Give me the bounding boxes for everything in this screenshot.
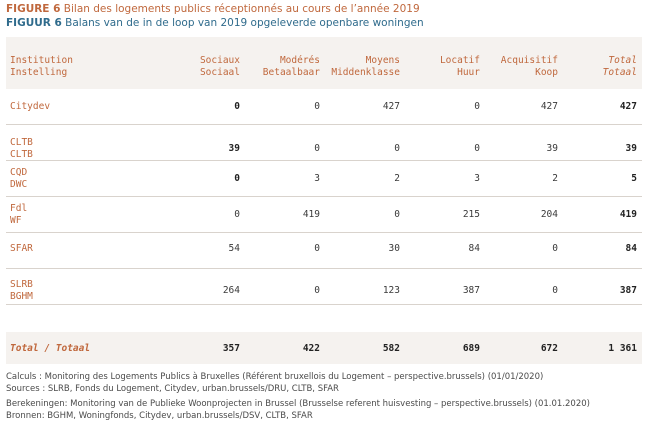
table-cell: 0 <box>474 101 480 112</box>
table-cell: 264 <box>222 285 240 296</box>
column-header-nl: Betaalbaar <box>262 67 320 78</box>
institution-cell: Citydev <box>10 101 50 113</box>
table-cell: 0 <box>474 143 480 154</box>
table-cell: 84 <box>468 243 480 254</box>
row-divider <box>6 268 642 269</box>
column-header-nl: Instelling <box>10 67 68 78</box>
figure-label-nl: FIGUUR 6 <box>6 17 62 29</box>
table-cell: 0 <box>552 243 558 254</box>
total-cell: 422 <box>302 343 320 354</box>
total-cell: 357 <box>222 343 240 354</box>
column-header-fr: Total <box>608 55 637 66</box>
table-cell: 0 <box>234 209 240 220</box>
table-cell: 0 <box>234 101 240 112</box>
table-cell: 2 <box>552 173 558 184</box>
column-header: Moyens Middenklasse <box>300 55 400 79</box>
table-cell: 0 <box>314 101 320 112</box>
table-cell: 427 <box>619 101 637 112</box>
total-label: Total / Totaal <box>10 343 91 354</box>
institution-name: CQD <box>10 167 28 178</box>
table-header-band <box>6 37 642 89</box>
institution-name: Citydev <box>10 101 51 112</box>
row-divider <box>6 124 642 125</box>
institution-name: CLTB <box>10 137 33 148</box>
table-cell: 3 <box>474 173 480 184</box>
row-divider <box>6 160 642 161</box>
footer-sources-nl: Bronnen: BGHM, Woningfonds, Citydev, urb… <box>6 411 313 421</box>
table-cell: 427 <box>382 101 400 112</box>
table-cell: 39 <box>625 143 637 154</box>
table-cell: 427 <box>540 101 558 112</box>
footer-calc-fr: Calculs : Monitoring des Logements Publi… <box>6 372 544 382</box>
column-header-fr: Acquisitif <box>500 55 558 66</box>
total-cell: 1 361 <box>608 343 637 354</box>
table-cell: 2 <box>394 173 400 184</box>
institution-name-alt: CLTB <box>10 149 33 160</box>
institution-cell: SLRB BGHM <box>10 279 33 303</box>
figure-label-fr: FIGURE 6 <box>6 3 61 15</box>
column-header-nl: Totaal <box>602 67 637 78</box>
column-header: Total Totaal <box>537 55 637 79</box>
table-total-band <box>6 332 642 364</box>
figure-title-fr-text: Bilan des logements publics réceptionnés… <box>63 3 420 15</box>
total-cell: 689 <box>462 343 480 354</box>
table-cell: 0 <box>394 143 400 154</box>
footer-sources-fr: Sources : SLRB, Fonds du Logement, Cityd… <box>6 384 339 394</box>
table-cell: 215 <box>462 209 480 220</box>
total-cell: 582 <box>382 343 400 354</box>
column-header-fr: Sociaux <box>199 55 240 66</box>
institution-name: SFAR <box>10 243 33 254</box>
column-header-fr: Modérés <box>279 55 320 66</box>
column-header: Modérés Betaalbaar <box>220 55 320 79</box>
institution-name: SLRB <box>10 279 33 290</box>
table-cell: 0 <box>314 285 320 296</box>
institution-name-alt: BGHM <box>10 291 33 302</box>
row-divider <box>6 232 642 233</box>
column-header-nl: Middenklasse <box>331 67 400 78</box>
table-cell: 204 <box>540 209 558 220</box>
table-cell: 30 <box>388 243 400 254</box>
institution-cell: Fdl WF <box>10 203 27 227</box>
table-cell: 39 <box>546 143 558 154</box>
column-header-fr: Moyens <box>365 55 400 66</box>
table-cell: 3 <box>314 173 320 184</box>
column-header-nl: Huur <box>457 67 480 78</box>
table-cell: 0 <box>314 143 320 154</box>
column-header: Institution Instelling <box>10 55 73 79</box>
column-header: Locatif Huur <box>380 55 480 79</box>
table-cell: 123 <box>382 285 400 296</box>
institution-name: Fdl <box>10 203 28 214</box>
column-header-fr: Locatif <box>439 55 480 66</box>
table-cell: 419 <box>302 209 320 220</box>
institution-cell: SFAR <box>10 243 33 255</box>
table-cell: 39 <box>228 143 240 154</box>
figure-title-nl-text: Balans van de in de loop van 2019 opgele… <box>65 17 424 29</box>
table-cell: 0 <box>234 173 240 184</box>
column-header: Acquisitif Koop <box>458 55 558 79</box>
table-cell: 5 <box>631 173 637 184</box>
footer-calc-nl: Berekeningen: Monitoring van de Publieke… <box>6 399 590 409</box>
table-cell: 419 <box>619 209 637 220</box>
table-cell: 387 <box>619 285 637 296</box>
row-divider <box>6 196 642 197</box>
column-header: Sociaux Sociaal <box>140 55 240 79</box>
figure-title-fr: FIGURE 6 Bilan des logements publics réc… <box>6 3 420 15</box>
figure-title-nl: FIGUUR 6 Balans van de in de loop van 20… <box>6 17 424 29</box>
institution-cell: CLTB CLTB <box>10 137 33 161</box>
column-header-fr: Institution <box>10 55 73 66</box>
total-cell: 672 <box>540 343 558 354</box>
column-header-nl: Koop <box>535 67 558 78</box>
institution-name-alt: DWC <box>10 179 28 190</box>
column-header-nl: Sociaal <box>199 67 240 78</box>
table-cell: 387 <box>462 285 480 296</box>
table-cell: 54 <box>228 243 240 254</box>
table-cell: 0 <box>394 209 400 220</box>
row-divider <box>6 304 642 305</box>
institution-name-alt: WF <box>10 215 22 226</box>
institution-cell: CQD DWC <box>10 167 27 191</box>
table-cell: 0 <box>314 243 320 254</box>
table-cell: 84 <box>625 243 637 254</box>
table-cell: 0 <box>552 285 558 296</box>
